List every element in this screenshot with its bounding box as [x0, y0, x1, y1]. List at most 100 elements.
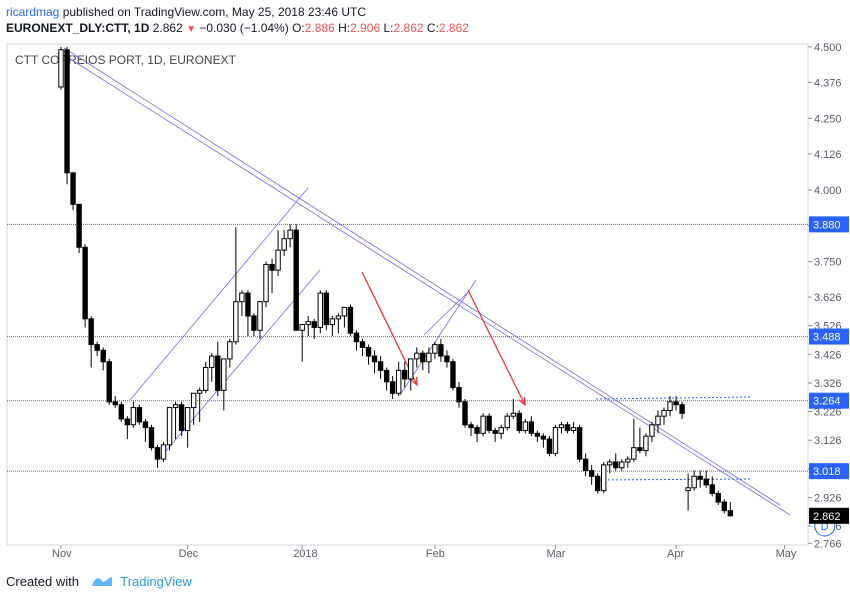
publish-line: ricardmag published on TradingView.com, … — [6, 4, 469, 20]
candle-body — [251, 315, 257, 331]
close-value: 2.862 — [438, 21, 469, 35]
price-chart[interactable]: 4.5004.3764.2504.1264.0003.8763.7503.626… — [0, 0, 850, 570]
y-tick-label: 3.126 — [814, 435, 842, 447]
candle-body — [492, 429, 498, 434]
candle-body — [287, 229, 293, 240]
red-arrow-2-head — [518, 396, 526, 407]
downtrend-channel-lower — [63, 54, 791, 516]
candle-body — [323, 292, 330, 326]
y-tick-label: 4.000 — [814, 185, 842, 197]
candle-body — [100, 349, 106, 363]
candle-body — [685, 487, 691, 492]
candle-body — [365, 346, 372, 357]
candle-body — [576, 427, 583, 460]
candle-body — [528, 421, 535, 434]
x-tick-label: Apr — [667, 548, 684, 560]
candle-body — [281, 238, 287, 251]
candle-body — [293, 229, 299, 331]
small-uptrend-channel-upper — [423, 291, 469, 336]
candle-body — [305, 321, 311, 326]
y-tick-label: 3.750 — [814, 257, 842, 269]
candle-body — [601, 464, 607, 492]
candle-body — [715, 492, 721, 503]
candle-body — [347, 306, 354, 334]
x-tick-label: Feb — [426, 548, 445, 560]
level-price-label: 3.264 — [813, 396, 841, 408]
chart-header: ricardmag published on TradingView.com, … — [6, 4, 469, 38]
y-tick-label: 4.500 — [814, 42, 842, 54]
candle-body — [655, 415, 661, 426]
candle-body — [432, 344, 438, 354]
candle-body — [154, 447, 161, 460]
candle-body — [450, 361, 456, 389]
red-arrow-1 — [361, 271, 418, 386]
x-tick-label: Dec — [179, 548, 199, 560]
candle-body — [275, 249, 281, 271]
candle-body — [371, 355, 378, 363]
x-tick-label: 2018 — [293, 548, 317, 560]
candle-body — [625, 458, 631, 463]
candle-body — [414, 352, 420, 360]
created-with-text: Created with — [6, 574, 79, 589]
published-text: published on TradingView.com, May 25, 20… — [62, 5, 366, 19]
footer: Created with TradingView — [6, 574, 192, 589]
candle-body — [679, 404, 685, 414]
candle-body — [76, 203, 82, 248]
dividend-marker-label: D — [821, 521, 829, 533]
tradingview-brand-link[interactable]: TradingView — [120, 574, 192, 589]
candle-body — [697, 475, 703, 480]
candle-body — [317, 292, 323, 328]
candle-body — [130, 407, 137, 426]
candle-body — [209, 355, 215, 369]
level-price-tag — [809, 216, 849, 233]
x-tick-label: May — [776, 548, 797, 560]
red-arrow-1-head — [410, 376, 418, 387]
candle-body — [594, 475, 601, 492]
y-tick-label: 3.626 — [814, 292, 842, 304]
candle-body — [190, 392, 197, 409]
candle-body — [106, 361, 112, 403]
red-arrow-2 — [467, 289, 526, 406]
candle-body — [136, 407, 143, 423]
candle-body — [257, 301, 263, 331]
candle-body — [245, 292, 251, 317]
candle-body — [184, 407, 191, 431]
candle-body — [221, 358, 227, 391]
y-tick-label: 4.250 — [814, 113, 842, 125]
candle-body — [504, 415, 510, 429]
candle-body — [588, 470, 595, 477]
candle-body — [510, 412, 516, 417]
candle-body — [329, 318, 336, 326]
y-tick-label: 3.226 — [814, 407, 842, 419]
candle-body — [462, 401, 468, 426]
level-price-tag — [809, 463, 849, 480]
candle-body — [148, 427, 155, 449]
chart-title: CTT CORREIOS PORT, 1D, EURONEXT — [15, 53, 237, 67]
candle-body — [408, 358, 414, 380]
candle-body — [178, 404, 185, 431]
candle-body — [269, 263, 275, 271]
author-link[interactable]: ricardmag — [6, 5, 60, 19]
low-label: L: — [383, 21, 394, 35]
candle-body — [196, 389, 203, 394]
downtrend-channel-upper — [63, 47, 781, 506]
candle-body — [661, 409, 667, 417]
candle-body — [124, 418, 131, 426]
open-value: 2.886 — [304, 21, 335, 35]
candle-body — [619, 461, 625, 469]
candle-body — [70, 172, 76, 205]
candle-body — [564, 424, 571, 431]
candle-body — [468, 424, 474, 429]
y-tick-label: 4.376 — [814, 77, 842, 89]
candle-body — [522, 421, 529, 431]
candle-body — [649, 424, 655, 437]
candle-body — [673, 401, 679, 406]
level-price-tag — [809, 392, 849, 409]
candle-body — [166, 407, 173, 446]
y-tick-label: 3.326 — [814, 378, 842, 390]
last-price-label: 2.862 — [813, 511, 841, 523]
candle-body — [160, 444, 167, 460]
candle-body — [58, 49, 64, 88]
tradingview-logo-icon — [91, 577, 112, 586]
candle-body — [239, 292, 245, 303]
